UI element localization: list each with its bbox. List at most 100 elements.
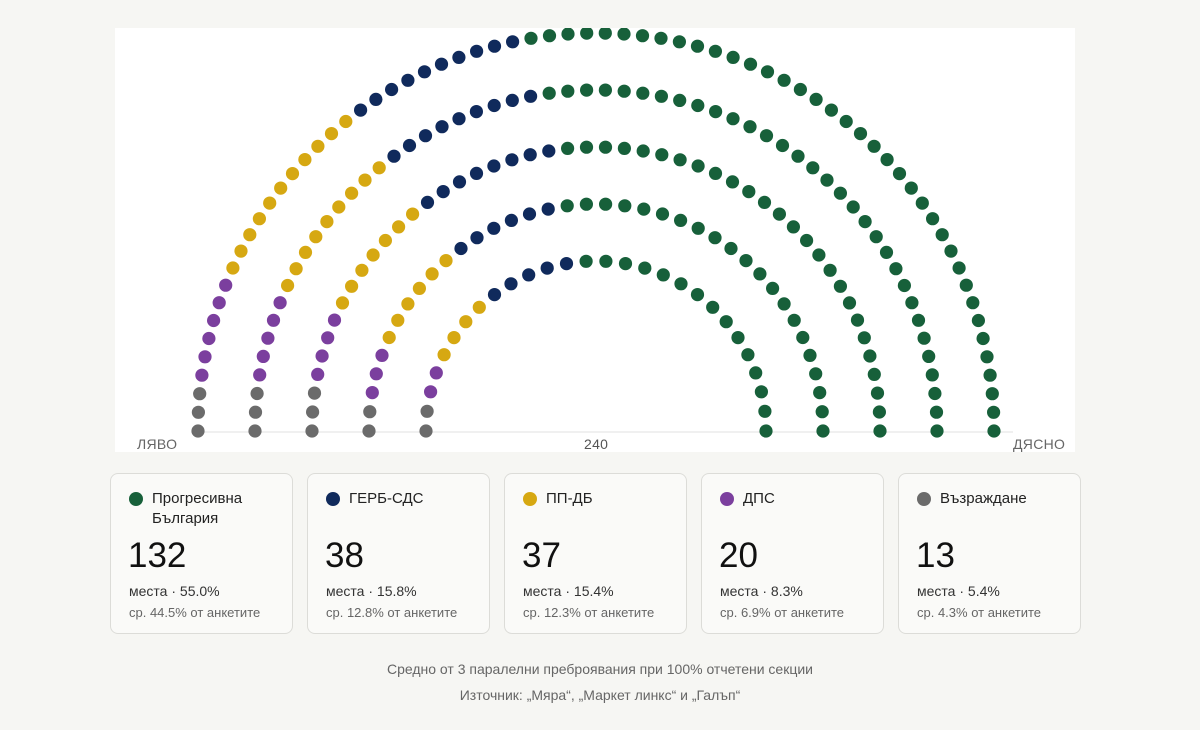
seat-dot xyxy=(387,149,401,163)
seat-dot xyxy=(758,404,772,418)
seat-dot xyxy=(369,367,383,381)
seat-dot xyxy=(505,153,519,167)
seat-dot xyxy=(809,92,823,106)
seat-dot xyxy=(522,207,537,221)
seat-dot xyxy=(904,181,918,195)
seat-dot xyxy=(654,89,669,103)
seat-dot xyxy=(391,313,405,327)
seat-dot xyxy=(378,233,392,248)
seat-dot xyxy=(766,281,780,295)
seat-dot xyxy=(706,300,720,314)
seat-dot xyxy=(542,86,556,100)
seat-dot xyxy=(469,166,484,180)
party-cards: Прогресивна България 132 места · 55.0% с… xyxy=(110,473,1082,636)
party-card-vazrazhdane: Възраждане 13 места · 5.4% ср. 4.3% от а… xyxy=(898,473,1081,634)
seat-dot xyxy=(469,105,483,119)
seat-dot xyxy=(905,296,919,310)
seat-dot xyxy=(673,153,687,167)
seat-dot xyxy=(579,140,594,154)
seat-dot xyxy=(873,424,887,438)
seat-dot xyxy=(879,245,894,259)
seat-dot xyxy=(439,254,453,268)
seat-dot xyxy=(637,202,651,216)
seat-dot xyxy=(339,114,353,129)
poll-average: ср. 4.3% от анкетите xyxy=(917,605,1042,620)
party-name: Прогресивна България xyxy=(152,490,243,527)
seat-dot xyxy=(274,181,288,195)
party-color-dot xyxy=(917,492,931,506)
seat-dot xyxy=(327,313,342,327)
seat-dot xyxy=(757,195,772,209)
seats-label: места · xyxy=(917,583,968,599)
seat-dot xyxy=(741,348,755,362)
seat-dot xyxy=(402,138,417,153)
seat-dot xyxy=(839,114,853,129)
seat-dot xyxy=(672,35,687,49)
seat-dot xyxy=(892,167,907,181)
seat-dot xyxy=(522,268,536,282)
seat-dot xyxy=(928,386,942,401)
seat-dot xyxy=(985,387,999,401)
seat-dot xyxy=(306,405,320,419)
seat-dot xyxy=(447,331,461,345)
seat-dot xyxy=(709,105,723,119)
seat-dot xyxy=(754,385,769,399)
seat-dot xyxy=(674,213,688,227)
seat-dot xyxy=(809,367,823,381)
seat-dot xyxy=(459,315,473,329)
seat-dot xyxy=(739,254,753,268)
seat-dot xyxy=(599,197,613,211)
seat-dot xyxy=(369,92,383,106)
seat-dot xyxy=(966,296,980,310)
seat-dot xyxy=(358,173,372,187)
seat-dot xyxy=(897,278,912,293)
total-seats-label: 240 xyxy=(584,436,609,452)
seat-dot xyxy=(309,230,323,244)
poll-average: ср. 44.5% от анкетите xyxy=(129,605,261,620)
seat-dot xyxy=(315,349,329,363)
seat-dot xyxy=(454,241,468,256)
seat-dot xyxy=(599,254,613,268)
seat-dot xyxy=(952,261,966,275)
seat-dot xyxy=(298,153,312,167)
seat-dot xyxy=(212,296,226,310)
seat-dot xyxy=(742,185,756,199)
seat-dot xyxy=(638,261,652,275)
party-color-dot xyxy=(523,492,537,506)
seat-dot xyxy=(250,386,264,401)
seat-dot xyxy=(833,186,848,200)
seat-dot xyxy=(579,254,593,268)
seat-dot xyxy=(435,120,449,134)
parliament-chart-panel xyxy=(115,28,1075,452)
seat-dot xyxy=(917,331,931,345)
seat-dot xyxy=(226,261,240,275)
seat-dot xyxy=(636,86,650,100)
seat-dot xyxy=(731,331,745,345)
seat-dot xyxy=(372,161,386,175)
seat-dot xyxy=(655,148,669,162)
seat-dot xyxy=(929,405,944,419)
seat-dot xyxy=(470,231,484,245)
seats-label: места · xyxy=(129,583,180,599)
seat-dot xyxy=(311,139,325,153)
seat-dot xyxy=(690,39,705,53)
party-color-dot xyxy=(326,492,340,506)
seat-dot xyxy=(298,245,313,259)
seat-dot xyxy=(234,244,248,258)
footnote: Средно от 3 паралелни преброявания при 1… xyxy=(0,656,1200,708)
seat-dot xyxy=(345,186,359,200)
seat-dot xyxy=(504,213,518,227)
seat-dot xyxy=(815,405,829,419)
seat-dot xyxy=(846,200,860,214)
seat-dot xyxy=(505,93,519,107)
seat-dot xyxy=(437,348,451,362)
seat-dot xyxy=(487,39,502,53)
seat-dot xyxy=(243,228,257,242)
seat-dot xyxy=(366,248,380,262)
seat-dot xyxy=(248,424,262,438)
seat-dot xyxy=(867,139,881,153)
seat-dot xyxy=(406,207,420,221)
seat-dot xyxy=(922,349,936,363)
seat-dot xyxy=(867,367,881,381)
seat-dot xyxy=(870,386,885,400)
